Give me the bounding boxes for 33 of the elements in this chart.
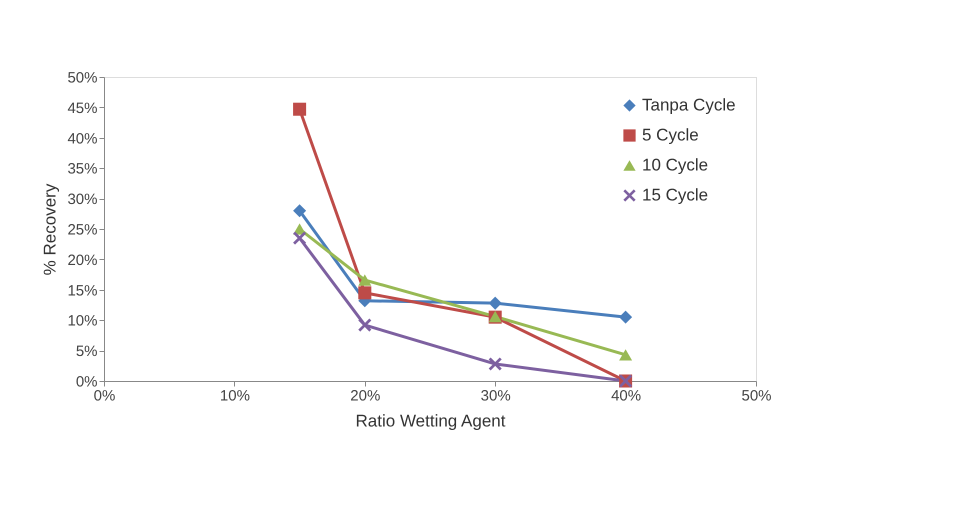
- x-tick-label: 20%: [350, 388, 380, 404]
- y-tick-label: 25%: [67, 222, 98, 238]
- x-axis-title: Ratio Wetting Agent: [356, 412, 506, 430]
- legend-label: 15 Cycle: [642, 186, 708, 204]
- y-tick-label: 0%: [76, 374, 98, 390]
- x-tick-label: 0%: [94, 388, 116, 404]
- point: [488, 296, 502, 310]
- legend-label: 10 Cycle: [642, 156, 708, 174]
- point: [619, 349, 632, 360]
- y-tick-label: 20%: [67, 252, 98, 269]
- legend-label: Tanpa Cycle: [642, 96, 736, 114]
- y-tick-label: 50%: [67, 70, 98, 86]
- x-tick-label: 30%: [480, 388, 511, 404]
- x-tick-label: 40%: [611, 388, 642, 404]
- point: [293, 204, 306, 218]
- y-tick-label: 45%: [67, 100, 98, 117]
- point: [293, 102, 306, 116]
- x-tick-label: 10%: [220, 388, 250, 404]
- y-tick-label: 5%: [76, 343, 98, 360]
- y-tick-label: 15%: [67, 282, 98, 300]
- y-tick-label: 10%: [67, 312, 98, 330]
- point: [358, 286, 372, 300]
- point: [358, 318, 372, 332]
- legend-label: 5 Cycle: [642, 126, 699, 144]
- point: [293, 232, 306, 245]
- y-tick-label: 35%: [67, 160, 98, 178]
- point: [488, 357, 502, 370]
- point: [619, 310, 632, 324]
- x-tick-label: 50%: [741, 388, 772, 404]
- y-axis-title: % Recovery: [40, 183, 60, 276]
- point: [358, 274, 372, 286]
- y-tick-label: 30%: [67, 191, 98, 208]
- y-tick-label: 40%: [67, 130, 98, 148]
